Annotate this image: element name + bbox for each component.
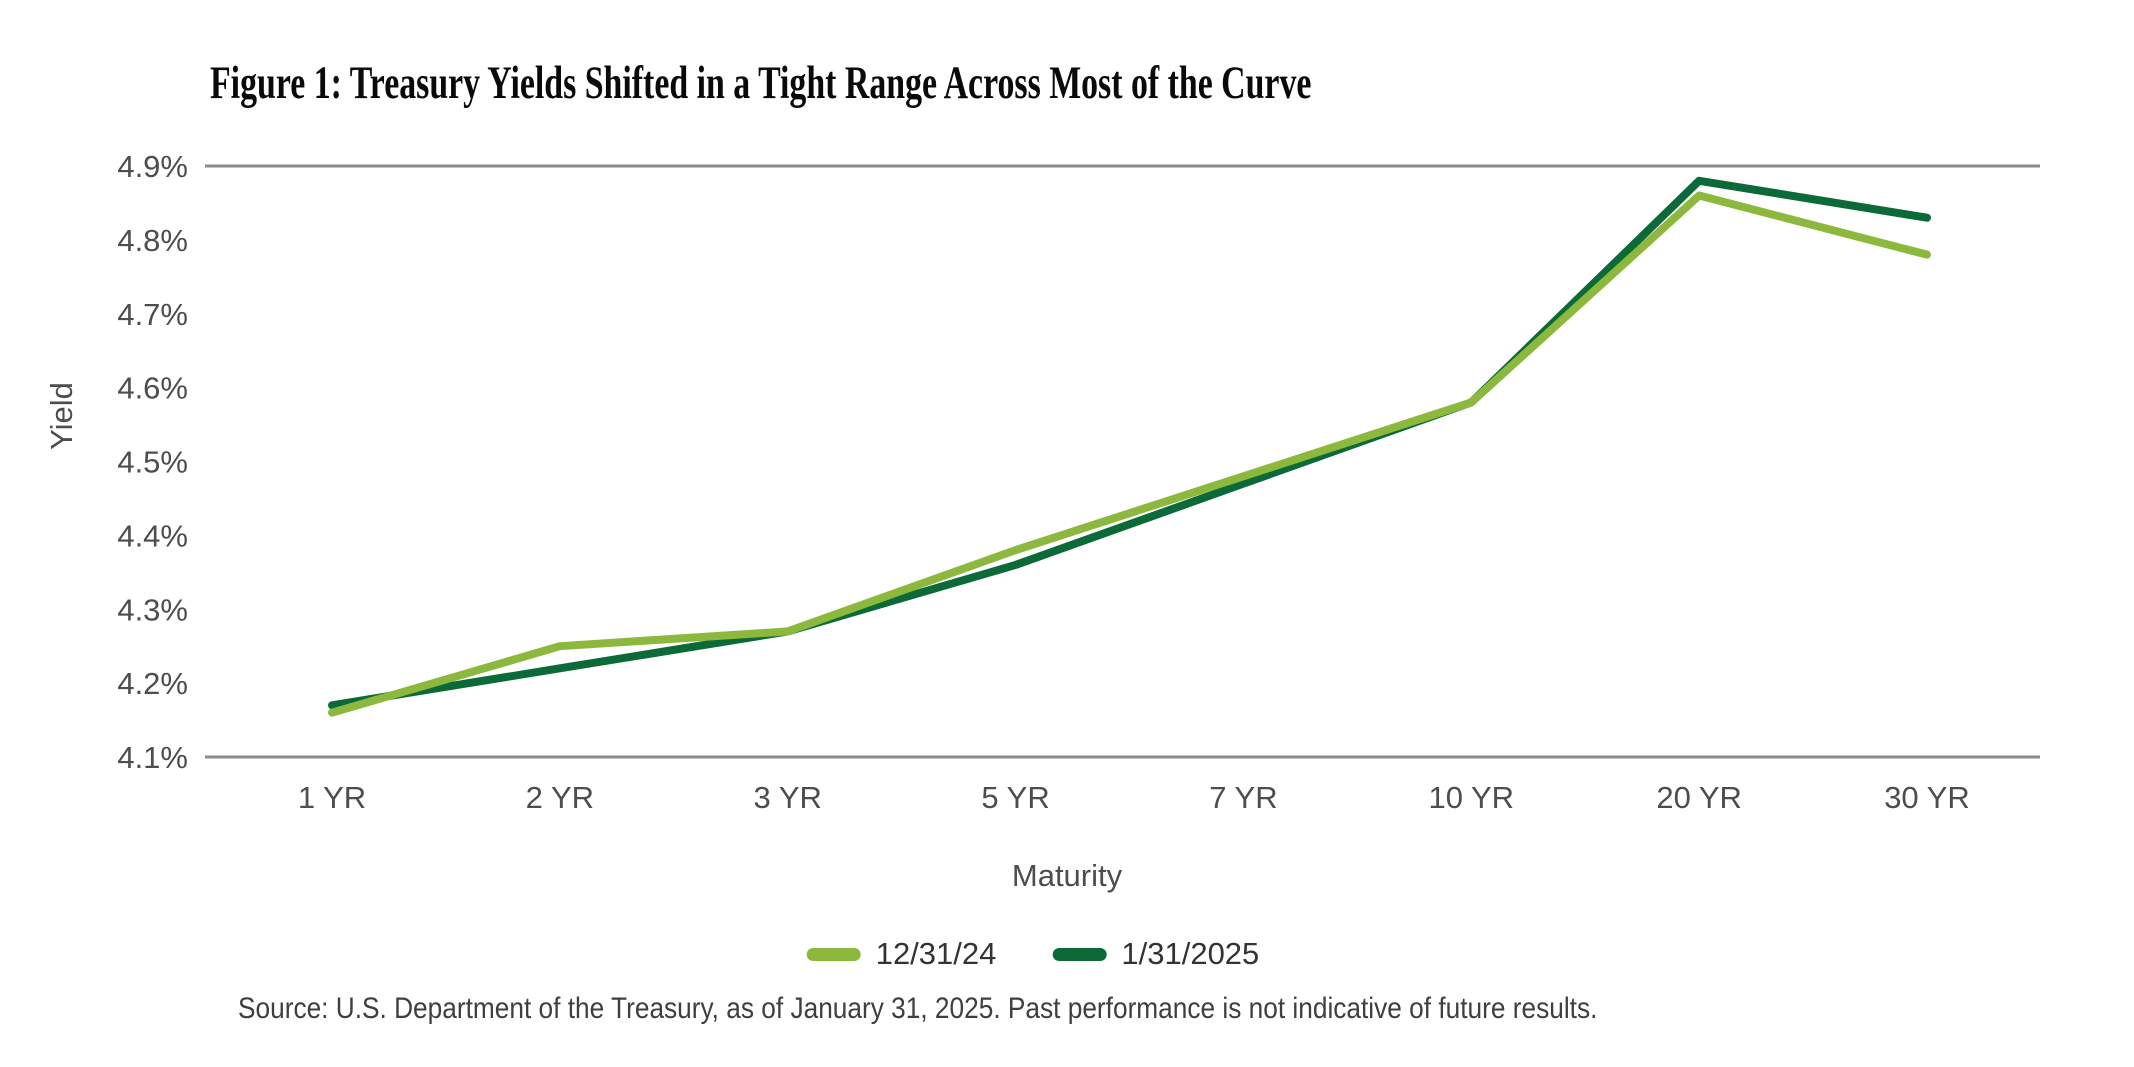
- source-note: Source: U.S. Department of the Treasury,…: [238, 992, 1598, 1025]
- legend-item-12-31-24: 12/31/24: [806, 936, 997, 972]
- legend-swatch-light-green: [806, 947, 861, 961]
- y-tick-label: 4.8%: [117, 223, 188, 258]
- legend-label: 1/31/2025: [1121, 936, 1260, 971]
- y-tick-label: 4.9%: [117, 149, 188, 184]
- y-tick-label: 4.2%: [117, 666, 188, 701]
- legend-swatch-dark-green: [1052, 947, 1107, 961]
- y-tick-label: 4.4%: [117, 518, 188, 553]
- legend-label: 12/31/24: [875, 936, 997, 971]
- x-tick-label: 5 YR: [981, 780, 1049, 815]
- figure-title: Figure 1: Treasury Yields Shifted in a T…: [210, 57, 1312, 109]
- y-tick-label: 4.3%: [117, 592, 188, 627]
- x-tick-label: 1 YR: [298, 780, 366, 815]
- x-tick-label: 2 YR: [526, 780, 594, 815]
- series-line-1-31-2025: [328, 176, 1931, 710]
- x-tick-label: 20 YR: [1656, 780, 1742, 815]
- y-tick-label: 4.5%: [117, 445, 188, 480]
- y-tick-label: 4.7%: [117, 297, 188, 332]
- x-tick-label: 3 YR: [754, 780, 822, 815]
- chart-legend: 12/31/24 1/31/2025: [806, 936, 1259, 972]
- x-axis-title: Maturity: [1011, 858, 1123, 893]
- series-line-12-31-24: [328, 191, 1931, 717]
- y-tick-label: 4.1%: [117, 740, 188, 775]
- x-tick-label: 7 YR: [1209, 780, 1277, 815]
- y-axis-title: Yield: [43, 382, 79, 450]
- x-tick-label: 30 YR: [1884, 780, 1970, 815]
- legend-item-1-31-2025: 1/31/2025: [1052, 936, 1259, 972]
- y-tick-label: 4.6%: [117, 371, 188, 406]
- x-tick-label: 10 YR: [1428, 780, 1514, 815]
